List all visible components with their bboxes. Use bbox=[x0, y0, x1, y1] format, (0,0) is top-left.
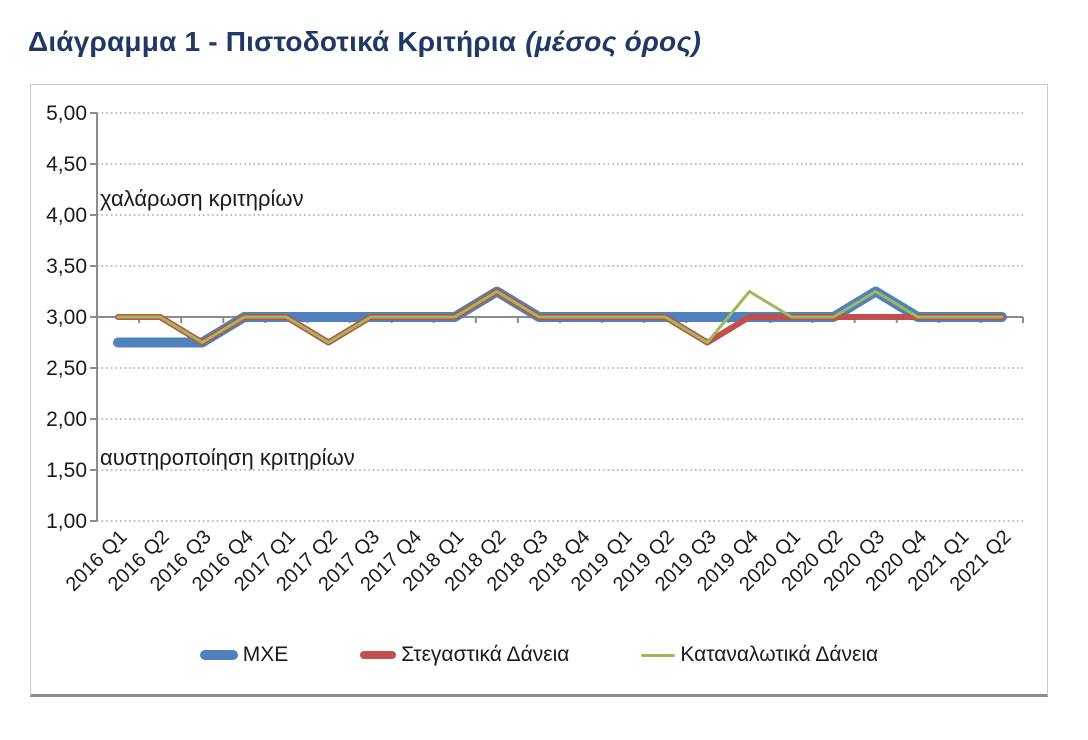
legend-swatch-0 bbox=[199, 650, 238, 660]
series-line-2 bbox=[116, 290, 1004, 344]
legend-label-0: ΜΧΕ bbox=[242, 643, 289, 666]
chart-title-main: Διάγραμμα 1 - Πιστοδοτικά Κριτήρια bbox=[28, 26, 517, 57]
chart-title: Διάγραμμα 1 - Πιστοδοτικά Κριτήρια (μέσος… bbox=[28, 26, 701, 58]
y-tick-label: 1,00 bbox=[46, 510, 87, 533]
annotation-0: χαλάρωση κριτηρίων bbox=[100, 186, 304, 211]
y-tick-label: 3,50 bbox=[46, 255, 87, 278]
legend-item-0: ΜΧΕ bbox=[199, 643, 289, 667]
line-chart-plot: 5,00 4,50 4,00 3,50 3,00 2,50 2,00 1,50 1,002016… bbox=[46, 102, 1024, 596]
y-tick-label: 1,50 bbox=[46, 459, 87, 482]
legend: ΜΧΕ Στεγαστικά Δάνεια Καταναλωτικά Δάνεια bbox=[31, 637, 1047, 673]
y-tick-label: 4,00 bbox=[46, 204, 87, 227]
chart-title-suffix: (μέσος όρος) bbox=[525, 26, 701, 57]
legend-label-2: Καταναλωτικά Δάνεια bbox=[680, 643, 879, 666]
legend-item-2: Καταναλωτικά Δάνεια bbox=[641, 643, 878, 667]
y-tick-label: 4,50 bbox=[46, 153, 87, 176]
y-tick-label: 2,50 bbox=[46, 357, 87, 380]
y-axis bbox=[90, 112, 98, 522]
y-tick-labels: 5,00 4,50 4,00 3,50 3,00 2,50 2,00 1,50 1,00 bbox=[46, 102, 87, 533]
legend-swatch-2 bbox=[641, 653, 676, 657]
y-tick-label: 2,00 bbox=[46, 408, 87, 431]
y-tick-label: 5,00 bbox=[46, 102, 87, 125]
legend-item-1: Στεγαστικά Δάνεια bbox=[360, 643, 569, 667]
y-tick-label: 3,00 bbox=[46, 306, 87, 329]
annotation-1: αυστηροποίηση κριτηρίων bbox=[100, 445, 355, 470]
legend-label-1: Στεγαστικά Δάνεια bbox=[401, 643, 570, 666]
legend-swatch-1 bbox=[360, 651, 397, 659]
annotations: χαλάρωση κριτηρίων αυστηροποίηση κριτηρίω… bbox=[100, 186, 355, 470]
chart-frame: 5,00 4,50 4,00 3,50 3,00 2,50 2,00 1,50 1,00 2016… bbox=[30, 84, 1048, 697]
